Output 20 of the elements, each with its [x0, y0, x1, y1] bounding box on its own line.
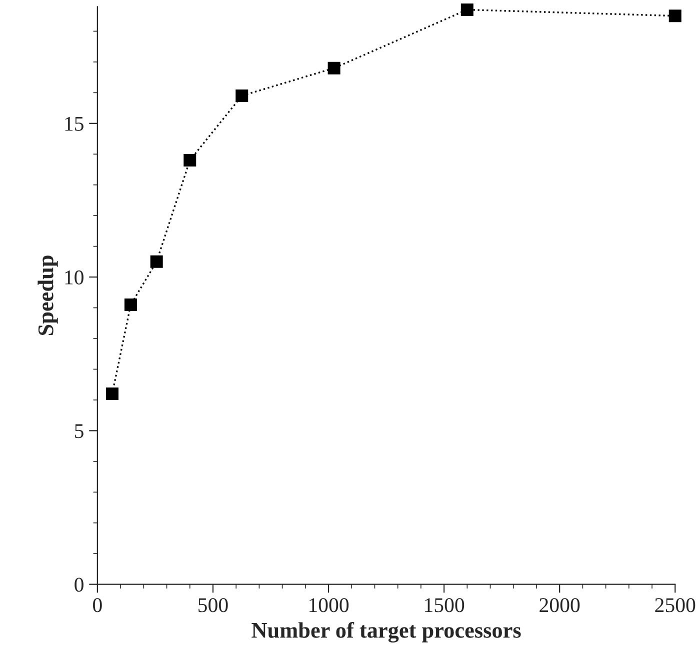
x-tick-label: 2500 — [655, 598, 696, 612]
y-tick-label: 5 — [75, 424, 84, 438]
point — [106, 388, 118, 400]
x-tick-label: 500 — [198, 598, 228, 612]
x-tick-label: 1500 — [425, 598, 464, 612]
y-tick-label: 15 — [65, 116, 84, 131]
point — [460, 3, 474, 16]
point — [668, 10, 682, 22]
point — [328, 62, 340, 74]
y-axis-title: Speedup — [38, 256, 58, 336]
point — [150, 255, 163, 268]
x-tick-label: 1000 — [310, 598, 349, 612]
y-tick-label: 0 — [74, 578, 84, 592]
point — [184, 154, 196, 167]
x-tick-label: 0 — [93, 598, 102, 612]
point — [236, 90, 248, 102]
y-tick-label: 10 — [65, 270, 84, 284]
point — [124, 298, 137, 311]
x-axis-title: Number of target processors — [252, 622, 521, 643]
x-tick-label: 2000 — [540, 598, 580, 612]
